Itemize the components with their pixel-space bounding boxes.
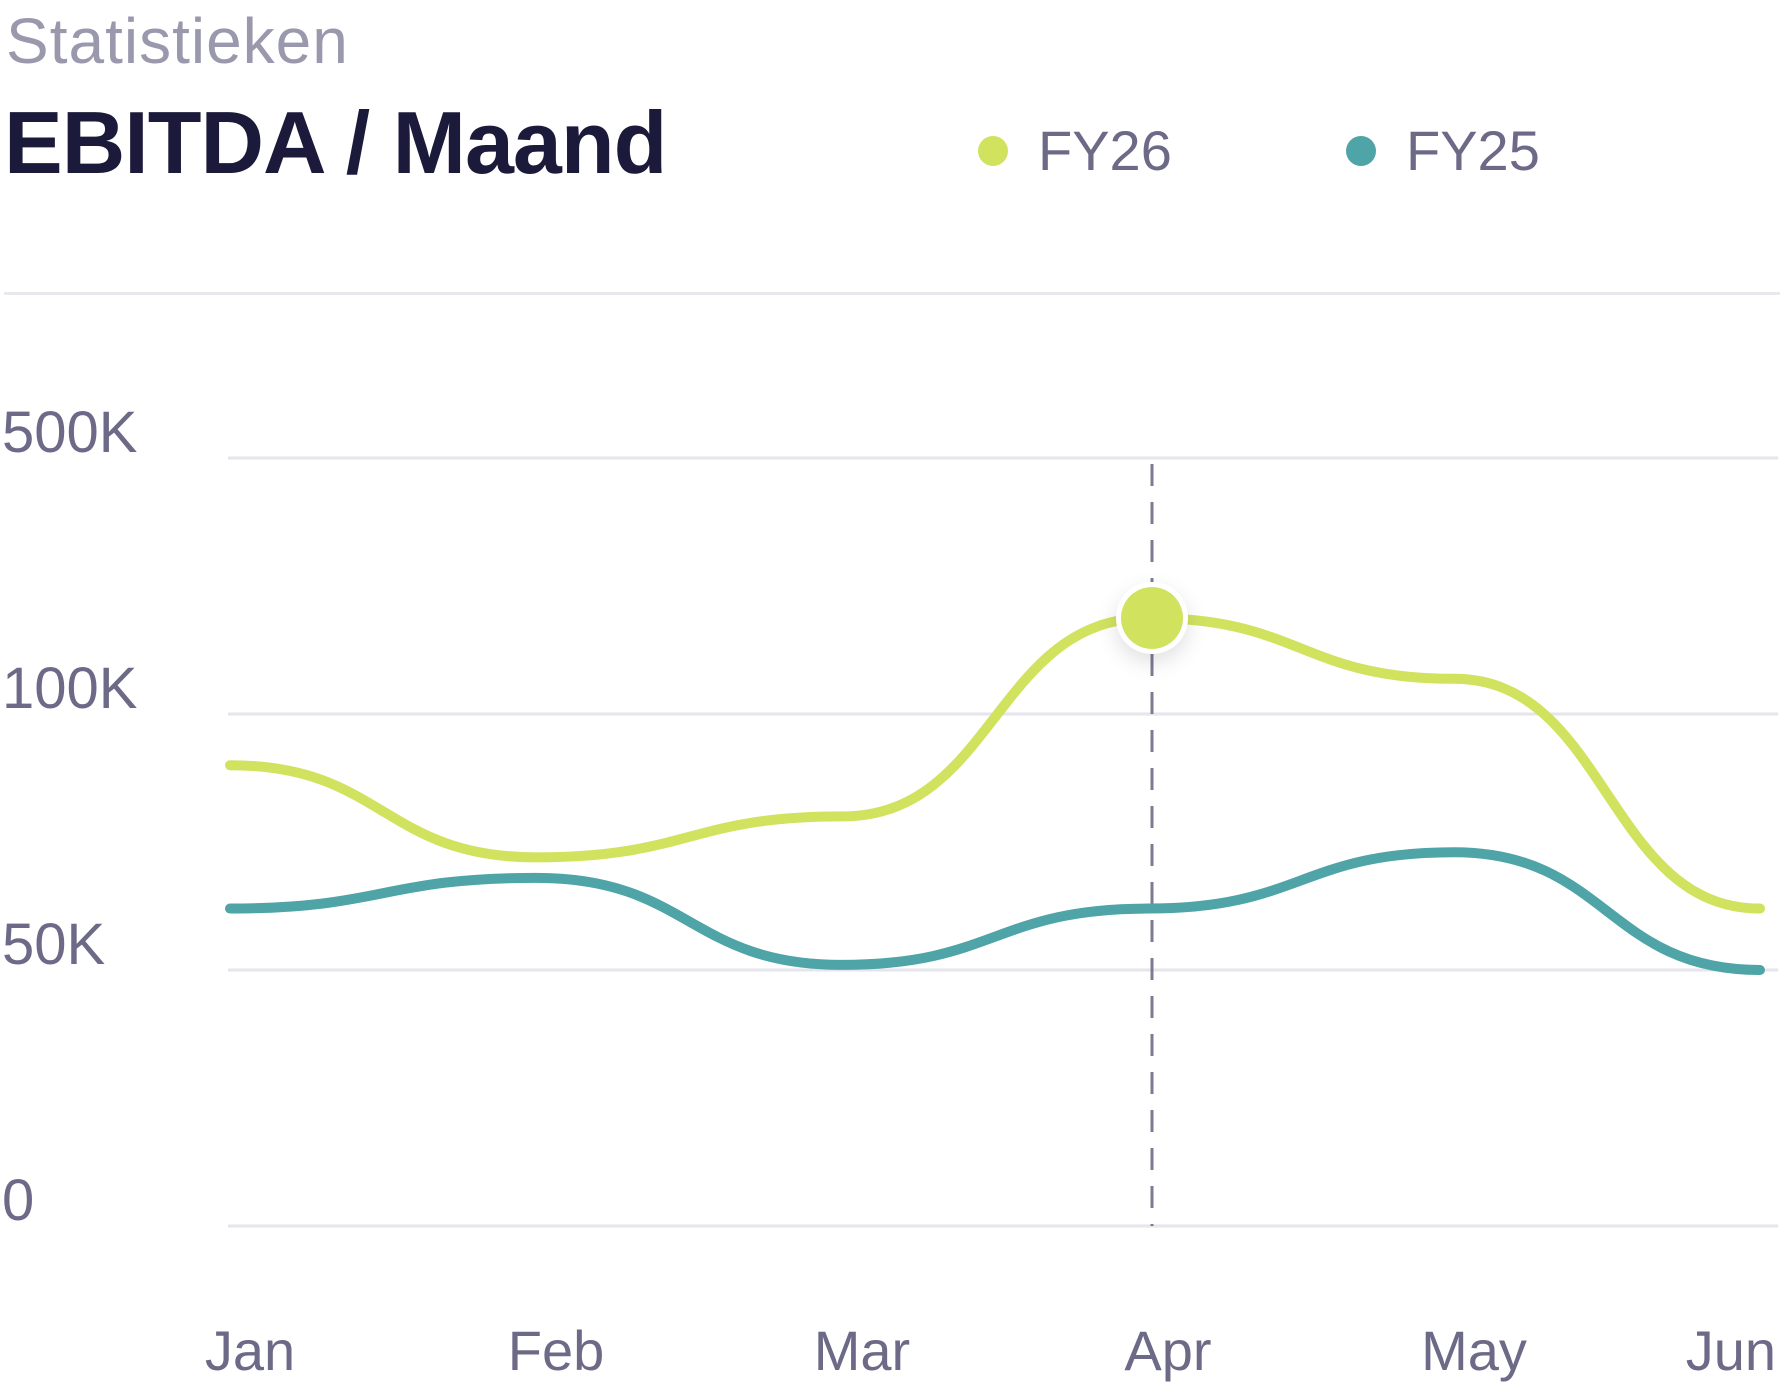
y-tick-label: 0 (2, 1168, 34, 1233)
legend-dot-fy25 (1346, 135, 1376, 166)
x-tick-label: Jan (205, 1319, 295, 1382)
legend-label-fy26: FY26 (1038, 119, 1172, 182)
y-tick-label: 50K (2, 912, 106, 977)
y-tick-label: 500K (2, 400, 138, 465)
legend-label-fy25: FY25 (1406, 119, 1540, 182)
chart-subtitle: Statistieken (6, 5, 349, 77)
chart-title: EBITDA / Maand (4, 93, 667, 192)
series-line-fy25[interactable] (225, 847, 1765, 975)
x-tick-label: Mar (814, 1319, 910, 1382)
x-tick-label: Apr (1124, 1319, 1211, 1382)
y-tick-label: 100K (2, 656, 138, 721)
series-line-fy26[interactable] (225, 613, 1765, 914)
legend-item-fy26[interactable]: FY26 (978, 118, 1172, 183)
x-tick-label: Feb (508, 1319, 605, 1382)
legend: FY26 FY25 (0, 118, 1782, 188)
legend-item-fy25[interactable]: FY25 (1346, 118, 1540, 183)
header-divider (4, 292, 1780, 295)
highlight-point[interactable] (1121, 587, 1183, 649)
legend-dot-fy26 (978, 135, 1008, 166)
x-tick-label: May (1421, 1319, 1527, 1382)
x-tick-label: Jun (1686, 1319, 1776, 1382)
